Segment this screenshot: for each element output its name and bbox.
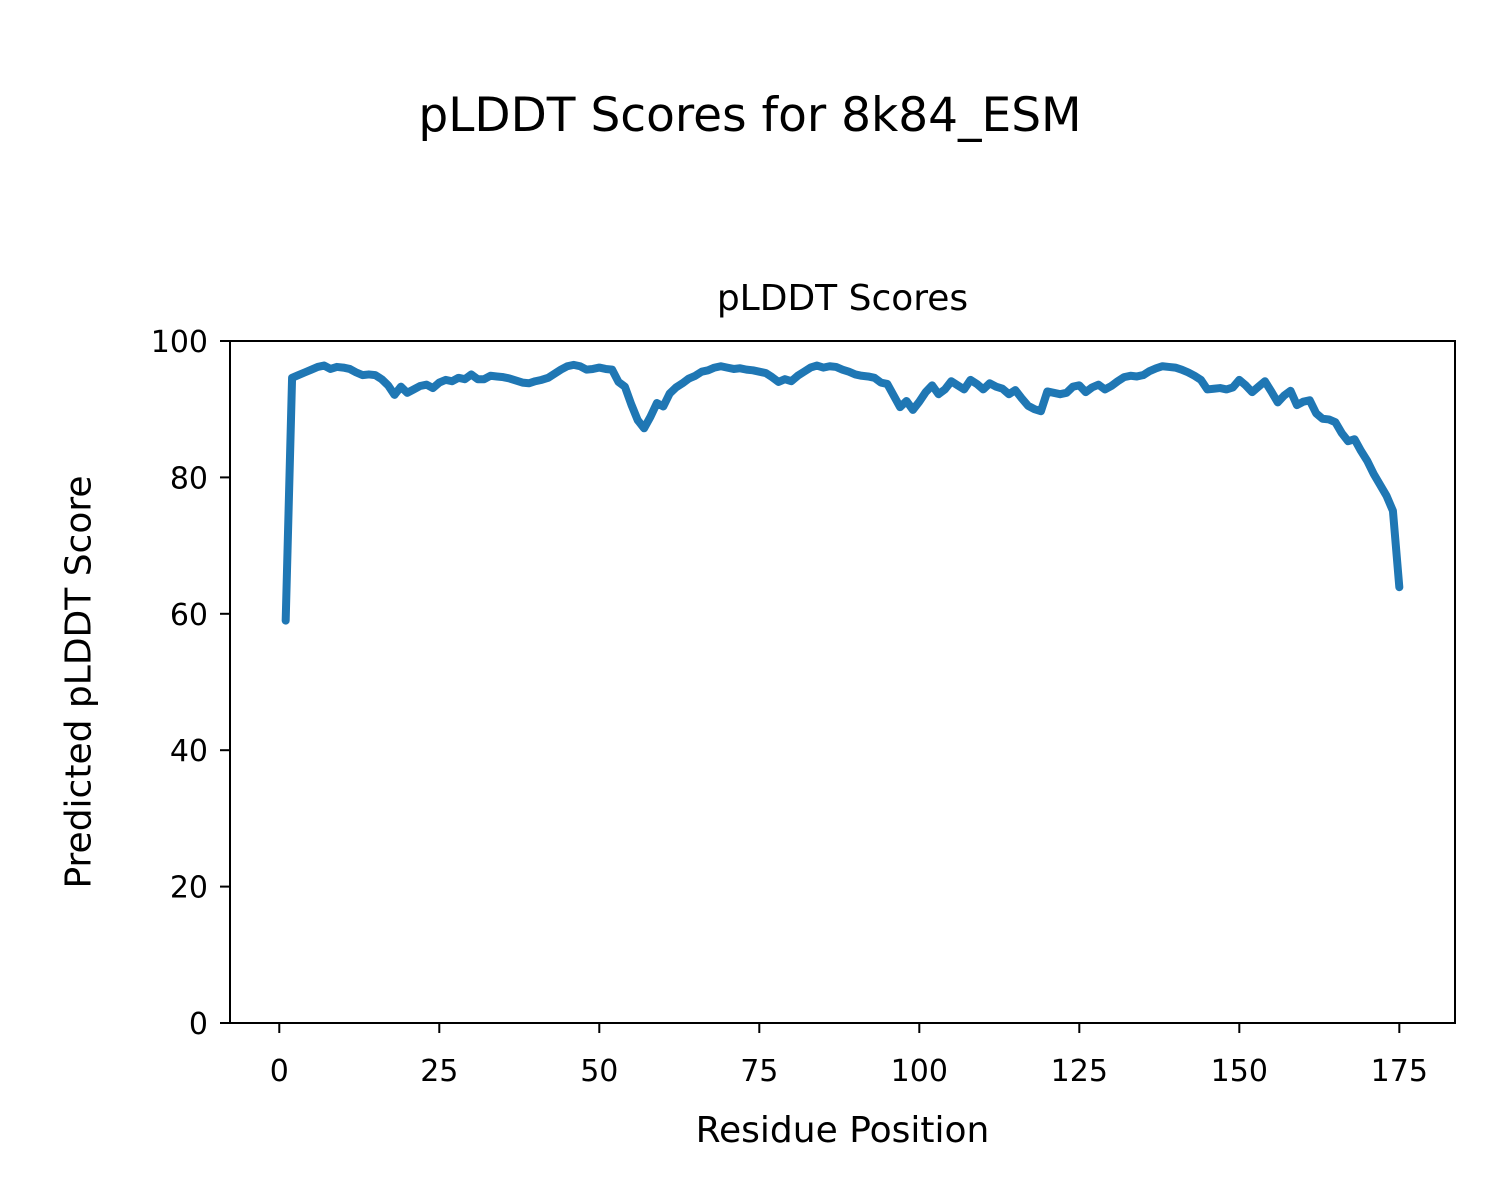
y-tick-label: 100 <box>151 325 208 360</box>
x-tick-label: 150 <box>1211 1054 1268 1089</box>
x-tick-label: 50 <box>580 1054 618 1089</box>
plot-area: 0 25 50 75 100 125 150 175 0 20 40 60 80 100 <box>151 325 1456 1089</box>
x-tick-label: 0 <box>270 1054 289 1089</box>
y-axis-label: Predicted pLDDT Score <box>58 475 100 889</box>
axes-title: pLDDT Scores <box>716 278 969 319</box>
y-tick-label: 0 <box>189 1007 208 1042</box>
x-tick-label: 25 <box>420 1054 458 1089</box>
plddt-line-chart: 0 25 50 75 100 125 150 175 0 20 40 60 80 100 <box>151 325 1456 1089</box>
y-tick-label: 80 <box>170 461 208 496</box>
axes-frame <box>229 340 1456 1024</box>
x-tick-label: 75 <box>740 1054 778 1089</box>
plddt-line <box>281 360 1404 625</box>
x-tick-label: 100 <box>891 1054 948 1089</box>
y-tick-label: 40 <box>170 734 208 769</box>
x-axis-label: Residue Position <box>695 1110 990 1151</box>
x-tick-label: 175 <box>1371 1054 1428 1089</box>
x-tick-label: 125 <box>1051 1054 1108 1089</box>
y-tick-label: 60 <box>170 598 208 633</box>
figure-title: pLDDT Scores for 8k84_ESM <box>418 88 1082 143</box>
y-tick-label: 20 <box>170 871 208 906</box>
